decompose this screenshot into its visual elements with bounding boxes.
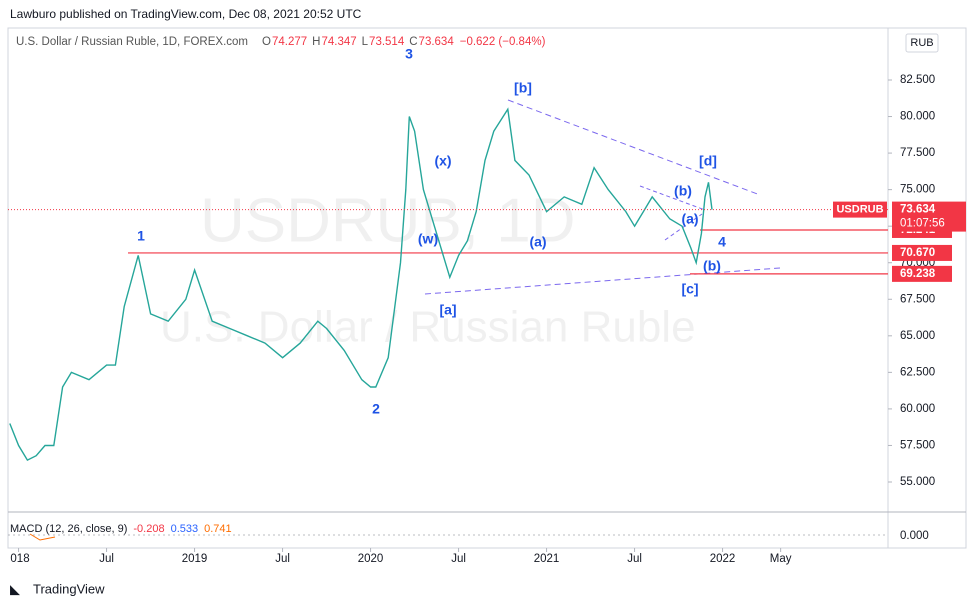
x-tick-label: Jul — [275, 553, 290, 565]
wave-label: 4 — [718, 234, 726, 250]
trendline — [664, 213, 703, 241]
x-tick-label: 2021 — [534, 553, 560, 565]
ohlc-key: H — [312, 36, 320, 48]
y-tick-label: 57.500 — [900, 439, 935, 451]
ohlc-key: O — [262, 36, 271, 48]
symbol-line: U.S. Dollar / Russian Ruble, 1D, FOREX.c… — [16, 36, 248, 48]
wave-label: [b] — [514, 80, 532, 96]
level-label: 69.238 — [900, 268, 936, 280]
level-label: 70.670 — [900, 247, 935, 259]
logo-mark: ◣ — [10, 581, 20, 596]
y-tick-label: 75.000 — [900, 184, 935, 196]
wave-label: 3 — [405, 46, 413, 62]
x-tick-label: 2020 — [358, 553, 384, 565]
y-tick-label: 82.500 — [900, 74, 935, 86]
wave-label: (b) — [703, 258, 721, 274]
wave-label: 1 — [137, 228, 145, 244]
symbol-tag-label: USDRUB — [836, 204, 883, 216]
wave-label: (b) — [674, 183, 692, 199]
wave-label: (x) — [434, 153, 451, 169]
y-tick-label: 77.500 — [900, 147, 935, 159]
ohlc-value: 74.277 — [272, 36, 307, 48]
wave-label: [c] — [681, 281, 698, 297]
last-price-tag — [892, 201, 966, 232]
countdown: 01:07:56 — [900, 218, 945, 230]
y-tick-label: 80.000 — [900, 111, 935, 123]
x-tick-label: May — [770, 553, 792, 565]
last-price-label: 73.634 — [900, 204, 936, 216]
trendlines — [424, 99, 781, 295]
publisher-line: Lawburo published on TradingView.com, De… — [10, 7, 362, 21]
x-tick-label: Jul — [627, 553, 642, 565]
y-tick-label: 67.500 — [900, 293, 935, 305]
wave-label: 2 — [372, 401, 380, 417]
wave-label: (w) — [418, 231, 438, 247]
level-tag — [892, 244, 952, 261]
ohlc-legend: O 74.277 H 74.347 L 73.514 C 73.634 −0.622 (−0.8… — [262, 36, 546, 48]
ohlc-key: L — [362, 36, 369, 48]
x-tick-label: 2022 — [710, 553, 736, 565]
ohlc-value: 74.347 — [321, 36, 356, 48]
ohlc-value: −0.622 (−0.84%) — [460, 36, 546, 48]
x-tick-label: Jul — [99, 553, 114, 565]
watermark-symbol: USDRUB, 1D — [200, 186, 576, 255]
wave-label: (a) — [681, 211, 698, 227]
trendline — [639, 185, 706, 211]
level-tag — [892, 265, 952, 282]
wave-label: [a] — [439, 302, 456, 318]
currency-label: RUB — [910, 37, 933, 49]
watermark-name: U.S. Dollar / Russian Ruble — [160, 303, 696, 352]
macd-reading: -0.208 — [133, 523, 164, 535]
ohlc-key: C — [409, 36, 417, 48]
y-tick-label: 60.000 — [900, 403, 935, 415]
y-tick-label: 62.500 — [900, 366, 935, 378]
x-tick-label: 2019 — [182, 553, 208, 565]
x-tick-label: Jul — [451, 553, 466, 565]
chart-frame — [7, 27, 967, 549]
footer-brand: TradingView — [33, 581, 105, 596]
y-tick-label: 55.000 — [900, 476, 935, 488]
trendline — [507, 99, 761, 196]
macd-zero-label: 0.000 — [900, 530, 929, 542]
ohlc-value: 73.514 — [369, 36, 405, 48]
x-tick-label: 018 — [10, 553, 29, 565]
macd-title: MACD (12, 26, close, 9) — [10, 523, 127, 535]
currency-box — [905, 33, 939, 53]
macd-reading: 0.533 — [171, 523, 199, 535]
symbol-tag — [833, 201, 887, 218]
macd-reading: 0.741 — [204, 523, 232, 535]
wave-label: [d] — [699, 153, 717, 169]
y-tick-label: 65.000 — [900, 330, 935, 342]
price-line — [9, 107, 713, 462]
wave-label: (a) — [529, 234, 546, 250]
ohlc-value: 73.634 — [419, 36, 455, 48]
tradingview-logo — [29, 533, 56, 541]
